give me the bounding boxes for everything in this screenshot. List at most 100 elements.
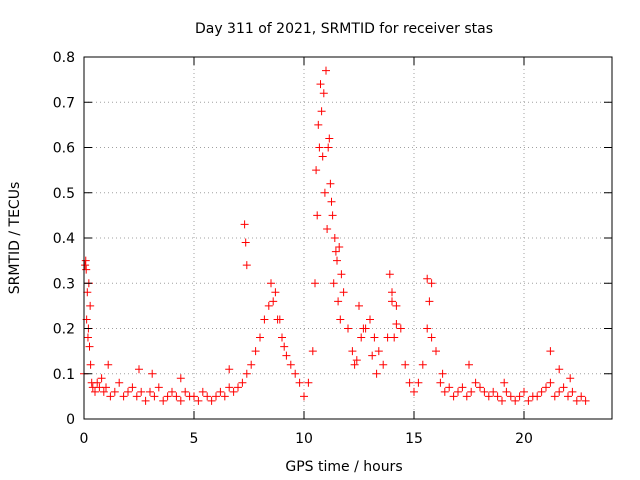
data-point — [137, 387, 146, 396]
data-point — [484, 392, 493, 401]
data-point — [392, 301, 401, 310]
data-point — [392, 319, 401, 328]
data-point — [390, 333, 399, 342]
data-point — [81, 261, 90, 270]
data-point — [240, 220, 249, 229]
data-point — [280, 342, 289, 351]
data-point — [335, 243, 344, 252]
data-point — [295, 378, 304, 387]
data-point — [190, 392, 198, 401]
data-point — [427, 279, 436, 288]
data-point — [339, 288, 348, 297]
data-point — [368, 351, 377, 360]
data-point — [493, 392, 502, 401]
data-point — [581, 396, 590, 405]
data-point — [568, 387, 577, 396]
data-point — [316, 80, 325, 89]
data-point — [181, 387, 190, 396]
data-point — [148, 369, 157, 378]
data-point — [106, 392, 115, 401]
data-point — [247, 360, 256, 369]
data-point — [220, 392, 229, 401]
data-point — [374, 347, 383, 356]
data-point — [498, 396, 506, 405]
data-point — [333, 256, 341, 265]
data-point — [176, 374, 185, 383]
data-point — [99, 387, 108, 396]
data-point — [216, 387, 225, 396]
data-point — [124, 387, 132, 396]
data-point — [242, 261, 251, 270]
data-point — [410, 387, 418, 396]
data-point — [110, 387, 119, 396]
data-point — [471, 378, 480, 387]
y-tick-label: 0.3 — [53, 276, 75, 292]
data-point — [449, 392, 458, 401]
data-point — [454, 387, 462, 396]
data-point — [436, 378, 445, 387]
data-point — [251, 347, 260, 356]
data-point — [396, 324, 405, 333]
data-point — [286, 360, 295, 369]
data-point — [85, 342, 94, 351]
data-point — [328, 211, 337, 220]
data-point — [423, 324, 432, 333]
data-point — [150, 392, 159, 401]
data-point — [312, 166, 321, 175]
data-point — [425, 297, 434, 306]
data-point — [401, 360, 410, 369]
data-point — [322, 66, 330, 75]
data-point — [291, 369, 300, 378]
data-point — [366, 315, 374, 324]
y-tick-label: 0.8 — [53, 50, 75, 66]
y-axis-label: SRMTID / TECUs — [7, 182, 23, 295]
data-point — [476, 383, 484, 392]
data-point — [572, 396, 581, 405]
data-point — [81, 256, 90, 265]
data-point — [168, 387, 176, 396]
data-point — [480, 387, 489, 396]
y-tick-label: 0.2 — [53, 322, 75, 338]
data-point — [438, 369, 447, 378]
y-tick-label: 0.6 — [53, 141, 75, 157]
data-point — [269, 297, 278, 306]
data-point — [555, 365, 564, 374]
data-point — [132, 392, 141, 401]
data-point — [331, 247, 340, 256]
data-point — [372, 369, 381, 378]
data-point — [104, 360, 113, 369]
axis-ticks: 0 0.1 0.2 0.3 0.4 0.5 0.6 0.7 0.8 0 5 10 15 20 — [53, 50, 612, 447]
data-point — [533, 392, 542, 401]
data-point — [275, 315, 284, 324]
chart-title: Day 311 of 2021, SRMTID for receiver sta… — [195, 21, 493, 37]
data-point — [172, 392, 181, 401]
data-point — [300, 392, 308, 401]
data-point — [550, 392, 559, 401]
data-point — [267, 279, 275, 288]
data-point — [336, 315, 345, 324]
data-point — [304, 378, 313, 387]
data-point — [502, 387, 511, 396]
data-point — [311, 279, 319, 288]
data-point — [458, 383, 467, 392]
data-point — [489, 387, 498, 396]
data-point — [542, 383, 550, 392]
data-point — [320, 188, 329, 197]
data-point — [405, 378, 414, 387]
data-point — [159, 396, 168, 405]
data-point — [465, 360, 473, 369]
data-point — [357, 333, 366, 342]
data-point — [238, 378, 247, 387]
data-point — [271, 288, 280, 297]
data-point — [440, 387, 449, 396]
data-point — [555, 387, 564, 396]
data-point — [500, 378, 509, 387]
data-point — [115, 378, 124, 387]
data-point — [330, 234, 339, 242]
data-point — [225, 365, 234, 374]
data-point — [314, 120, 323, 129]
data-point — [317, 107, 326, 116]
y-tick-label: 0.4 — [53, 231, 75, 247]
data-point — [313, 211, 322, 220]
